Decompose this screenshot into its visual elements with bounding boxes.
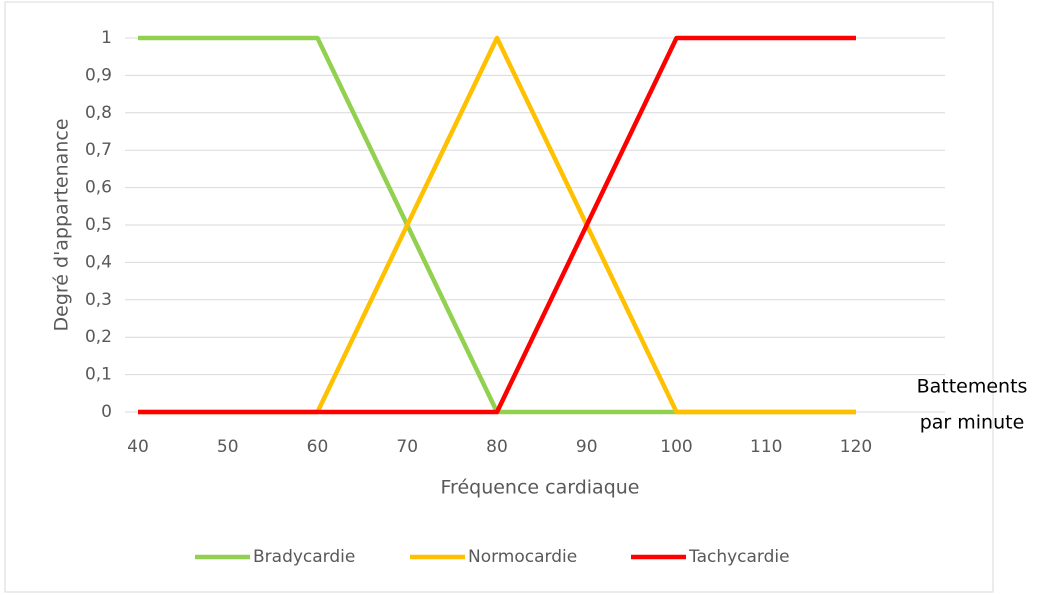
y-tick-label: 0,7	[85, 140, 112, 160]
y-tick-label: 0,4	[85, 252, 112, 272]
y-tick-label: 0,9	[85, 65, 112, 85]
y-tick-label: 0,5	[85, 215, 112, 235]
legend-label: Tachycardie	[688, 547, 790, 567]
x-tick-label: 70	[396, 437, 418, 457]
y-tick-label: 0,6	[85, 178, 112, 198]
chart-frame	[4, 1, 994, 593]
x-tick-label: 50	[217, 437, 239, 457]
legend-label: Bradycardie	[253, 547, 355, 567]
y-tick-label: 0,1	[85, 365, 112, 385]
x-tick-label: 110	[750, 437, 782, 457]
annotation: par minute	[920, 412, 1025, 434]
x-tick-label: 90	[576, 437, 598, 457]
y-tick-label: 0,8	[85, 103, 112, 123]
x-tick-label: 60	[307, 437, 329, 457]
y-tick-label: 1	[101, 28, 112, 48]
y-tick-label: 0	[101, 402, 112, 422]
series-line	[138, 35, 856, 415]
legend-label: Normocardie	[468, 547, 577, 567]
x-tick-label: 40	[127, 437, 149, 457]
y-axis-label: Degré d'appartenance	[51, 118, 73, 331]
annotation: Battements	[917, 376, 1028, 398]
x-axis-label: Fréquence cardiaque	[441, 477, 640, 499]
x-tick-label: 80	[486, 437, 508, 457]
y-tick-label: 0,2	[85, 327, 112, 347]
y-tick-label: 0,3	[85, 290, 112, 310]
x-tick-label: 120	[840, 437, 872, 457]
x-tick-label: 100	[660, 437, 692, 457]
